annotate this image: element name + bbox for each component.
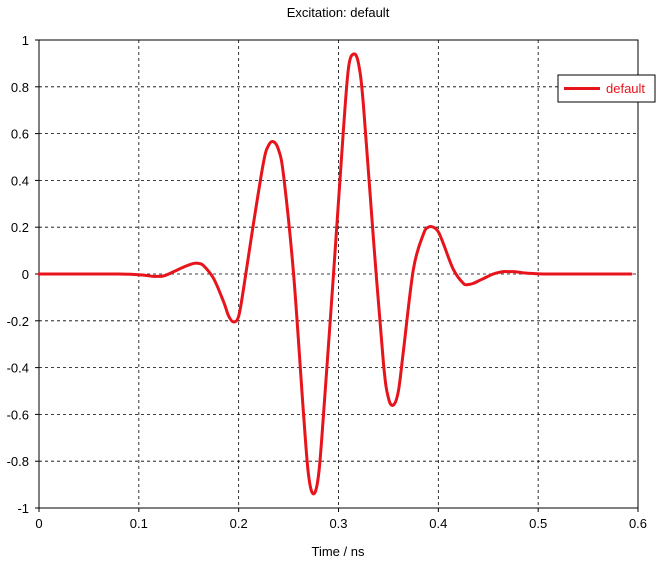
y-tick-label: -0.8 [7, 454, 29, 469]
series-layer [37, 52, 633, 496]
x-tick-label: 0.5 [529, 516, 547, 531]
legend-box [557, 74, 656, 103]
y-tick-label: 0.8 [11, 80, 29, 95]
legend[interactable]: default [557, 74, 656, 103]
series-line-default [37, 52, 633, 496]
y-tick-label: 0.2 [11, 220, 29, 235]
axis-ticks: 0 0.1 0.2 0.3 0.4 0.5 0.6 1 0.8 0.6 0.4 0.2 0 -0.2 -0.… [7, 33, 647, 531]
y-tick-label: 0 [22, 267, 29, 282]
x-tick-label: 0.2 [230, 516, 248, 531]
x-tick-label: 0.6 [629, 516, 647, 531]
x-tick-label: 0.1 [130, 516, 148, 531]
chart-title: Excitation: default [287, 5, 390, 20]
y-tick-label: 0.4 [11, 173, 29, 188]
y-tick-label: -0.2 [7, 314, 29, 329]
legend-label: default [606, 81, 645, 96]
y-tick-label: -0.6 [7, 407, 29, 422]
y-tick-label: -0.4 [7, 361, 29, 376]
x-tick-label: 0.4 [429, 516, 447, 531]
x-axis-label: Time / ns [312, 544, 365, 559]
x-tick-label: 0 [35, 516, 42, 531]
y-tick-label: 0.6 [11, 127, 29, 142]
x-tick-label: 0.3 [329, 516, 347, 531]
y-tick-label: -1 [17, 501, 29, 516]
y-tick-label: 1 [22, 33, 29, 48]
